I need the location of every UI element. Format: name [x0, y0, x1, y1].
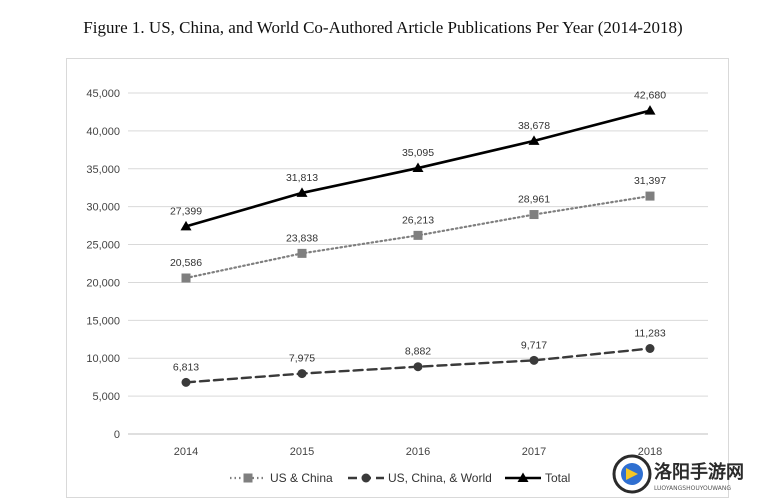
data-point-triangle: [296, 187, 308, 197]
series-us-china-world: [181, 343, 655, 387]
y-axis-ticks: 0 5,000 10,000 15,000 20,000 25,000 30,000 35,0…: [86, 88, 120, 441]
data-point-triangle: [517, 472, 529, 482]
legend-item: US, China, & World: [348, 471, 492, 485]
y-tick-label: 40,000: [86, 126, 120, 138]
data-point-circle: [297, 369, 307, 379]
data-point-triangle: [180, 220, 192, 231]
data-label: 9,717: [521, 339, 547, 351]
data-point-circle: [361, 473, 371, 483]
data-label: 20,586: [170, 257, 202, 269]
data-label: 38,678: [518, 120, 550, 132]
figure-title: Figure 1. US, China, and World Co-Author…: [83, 18, 683, 37]
series-lines: [180, 105, 656, 387]
data-point-circle: [645, 343, 655, 353]
legend-item: Total: [505, 471, 570, 485]
data-point-triangle: [644, 105, 656, 115]
data-point-square: [529, 210, 539, 220]
gridlines: [128, 92, 708, 435]
data-point-square: [645, 191, 655, 201]
data-label: 23,838: [286, 232, 318, 244]
watermark-subtext: LUOYANGSHOUYOUWANG: [654, 485, 731, 492]
data-label: 11,283: [634, 327, 665, 339]
data-label: 31,397: [634, 175, 666, 187]
data-label: 35,095: [402, 147, 434, 159]
data-point-triangle: [528, 135, 540, 145]
data-label: 42,680: [634, 90, 666, 102]
x-tick-label: 2017: [522, 446, 546, 458]
watermark-play-icon: [626, 468, 638, 480]
legend-item: US & China: [230, 471, 333, 485]
watermark-logo: 洛阳手游网 LUOYANGSHOUYOUWANG: [612, 454, 744, 494]
data-point-square: [413, 230, 423, 240]
chart-frame: [66, 58, 729, 498]
series-total: [180, 105, 656, 231]
x-axis-ticks: 2014 2015 2016 2017 2018: [174, 446, 662, 458]
data-label: 31,813: [286, 172, 318, 184]
x-tick-label: 2014: [174, 446, 198, 458]
data-point-square: [243, 473, 253, 483]
y-tick-label: 0: [114, 429, 120, 441]
data-point-triangle: [412, 162, 424, 173]
y-tick-label: 35,000: [86, 164, 120, 176]
data-point-square: [181, 273, 191, 283]
data-point-circle: [181, 377, 191, 387]
data-label: 6,813: [173, 361, 199, 373]
y-tick-label: 10,000: [86, 353, 120, 365]
data-point-circle: [413, 362, 423, 372]
y-tick-label: 5,000: [92, 391, 120, 403]
data-label: 27,399: [170, 205, 202, 217]
data-label: 7,975: [289, 353, 315, 365]
data-point-square: [297, 248, 307, 258]
y-tick-label: 25,000: [86, 240, 120, 252]
legend-label: US, China, & World: [388, 471, 492, 485]
data-point-circle: [529, 355, 539, 365]
legend-label: Total: [545, 471, 570, 485]
data-label: 28,961: [518, 194, 550, 206]
series-us-china: [181, 191, 655, 283]
y-tick-label: 20,000: [86, 277, 120, 289]
legend-label: US & China: [270, 471, 333, 485]
x-tick-label: 2015: [290, 446, 314, 458]
x-tick-label: 2018: [638, 446, 662, 458]
y-tick-label: 45,000: [86, 88, 120, 100]
legend: US & China US, China, & World Total: [230, 471, 570, 485]
watermark-text: 洛阳手游网: [654, 461, 744, 483]
data-label: 26,213: [402, 214, 434, 226]
data-label: 8,882: [405, 346, 431, 358]
y-tick-label: 15,000: [86, 315, 120, 327]
data-labels: 20,586 23,838 26,213 28,961 31,397 6,813 7,975…: [170, 90, 666, 374]
x-tick-label: 2016: [406, 446, 430, 458]
y-tick-label: 30,000: [86, 202, 120, 214]
